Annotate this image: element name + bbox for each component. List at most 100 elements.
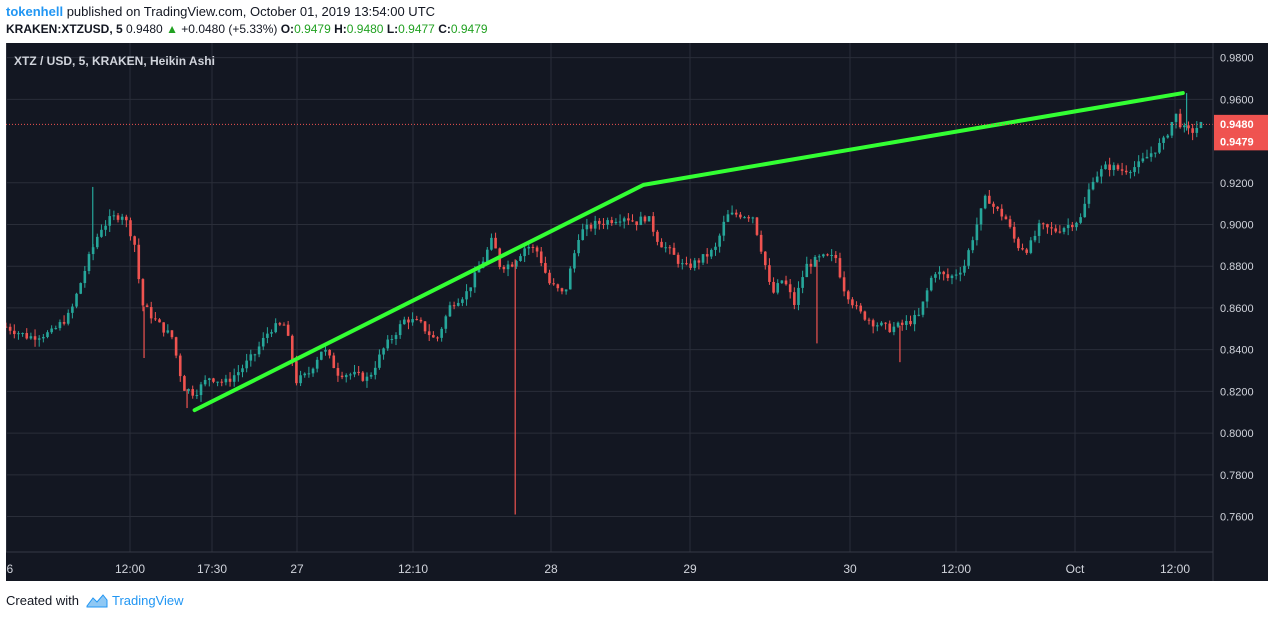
candle-body — [656, 231, 659, 242]
candle-body — [1137, 161, 1140, 168]
candle-body — [909, 320, 912, 325]
price-chart[interactable]: 0.7600 0.7800 0.8000 0.8200 0.8400 0.8600 0.88… — [0, 43, 1268, 581]
candle-body — [344, 375, 348, 378]
candle-body — [697, 260, 701, 263]
candle-body — [419, 319, 423, 322]
candle-body — [1166, 135, 1170, 138]
candle-body — [602, 223, 605, 225]
candle-body — [917, 314, 921, 316]
candle-body — [556, 284, 560, 289]
candle-body — [523, 248, 526, 257]
candle-body — [610, 220, 614, 224]
candle-body — [320, 351, 323, 360]
candle-body — [880, 322, 883, 326]
candle-body — [689, 263, 692, 268]
candle-body — [1187, 125, 1190, 129]
candle-body — [91, 247, 95, 255]
candle-body — [1046, 224, 1049, 228]
candle-body — [809, 263, 813, 267]
candle-body — [577, 239, 580, 254]
candle-body — [884, 322, 887, 324]
price-label-bg — [1214, 114, 1268, 133]
candle-body — [378, 354, 381, 368]
trendline[interactable] — [192, 91, 1185, 413]
candle-body — [589, 224, 593, 229]
candle-body — [1195, 127, 1199, 133]
author-link[interactable]: tokenhell — [6, 4, 64, 19]
up-arrow-icon: ▲ — [166, 22, 178, 36]
candle-body — [585, 224, 589, 230]
candle-body — [1104, 164, 1107, 170]
candle-body — [266, 333, 269, 338]
candle-body — [647, 216, 651, 222]
candle-body — [407, 319, 410, 323]
candle-body — [946, 274, 950, 279]
candle-body — [282, 324, 286, 326]
candle-body — [1004, 216, 1008, 220]
y-tick-label: 0.9800 — [1220, 53, 1254, 65]
y-tick-label: 0.8200 — [1220, 386, 1254, 398]
x-tick-label: 26 — [6, 562, 13, 576]
candle-body — [801, 277, 804, 288]
candle-body — [473, 272, 477, 288]
y-tick-label: 0.7600 — [1220, 512, 1254, 524]
open-label: O: — [280, 22, 295, 36]
candle-body — [979, 208, 983, 225]
candle-body — [539, 251, 543, 264]
candle-body — [50, 328, 53, 333]
candle-body — [515, 260, 518, 267]
x-tick-label: 12:10 — [398, 562, 428, 576]
candle-body — [62, 322, 66, 324]
candle-body — [46, 332, 49, 338]
candle-body — [390, 339, 394, 341]
high-label: H: — [334, 22, 347, 36]
candle-body — [299, 375, 302, 384]
candle-body — [199, 384, 203, 396]
candle-body — [502, 266, 506, 270]
candle-body — [25, 333, 29, 339]
candle-body — [29, 336, 33, 339]
candle-body — [394, 335, 398, 340]
time-axis[interactable]: 26 12:00 17:30 27 12:10 28 29 30 12:00 Oct 12:00 — [0, 562, 1190, 576]
y-tick-label: 0.9000 — [1220, 219, 1254, 231]
candle-body — [203, 379, 207, 385]
candle-body — [37, 338, 41, 340]
candle-body — [1174, 113, 1178, 122]
candle-body — [311, 368, 315, 374]
publish-info: tokenhell published on TradingView.com, … — [6, 4, 435, 19]
candle-body — [942, 271, 945, 275]
low-value: 0.9477 — [398, 22, 435, 36]
candle-body — [954, 274, 958, 276]
tradingview-brand-link[interactable]: TradingView — [112, 593, 184, 608]
candle-body — [751, 217, 755, 219]
candle-body — [714, 246, 717, 250]
candle-body — [129, 220, 132, 237]
candle-body — [1162, 137, 1165, 143]
candle-body — [718, 235, 721, 247]
x-tick-label: 27 — [290, 562, 304, 576]
price-axis[interactable]: 0.7600 0.7800 0.8000 0.8200 0.8400 0.8600 0.88… — [1220, 53, 1254, 524]
candle-body — [224, 378, 228, 383]
candle-body — [253, 354, 257, 356]
candle-body — [183, 376, 186, 391]
candle-body — [1025, 249, 1028, 253]
candle-body — [967, 250, 970, 266]
candle-body — [772, 281, 775, 293]
candle-body — [639, 216, 643, 226]
candle-body — [436, 337, 439, 339]
footer: Created with TradingView — [6, 593, 184, 608]
trendline-path[interactable] — [192, 91, 1185, 413]
candle-body — [535, 247, 539, 252]
candle-body — [66, 312, 70, 324]
candle-body — [58, 322, 62, 329]
y-tick-label: 0.8400 — [1220, 345, 1254, 357]
candle-body — [651, 216, 655, 232]
candle-body — [154, 318, 157, 320]
candle-body — [1083, 203, 1087, 218]
candle-body — [560, 288, 564, 292]
grid-lines — [6, 43, 1213, 552]
y-tick-label: 0.8800 — [1220, 261, 1254, 273]
candle-body — [929, 277, 933, 291]
chart-area[interactable]: 0.7600 0.7800 0.8000 0.8200 0.8400 0.8600 0.88… — [0, 43, 1268, 581]
candle-body — [817, 256, 821, 258]
